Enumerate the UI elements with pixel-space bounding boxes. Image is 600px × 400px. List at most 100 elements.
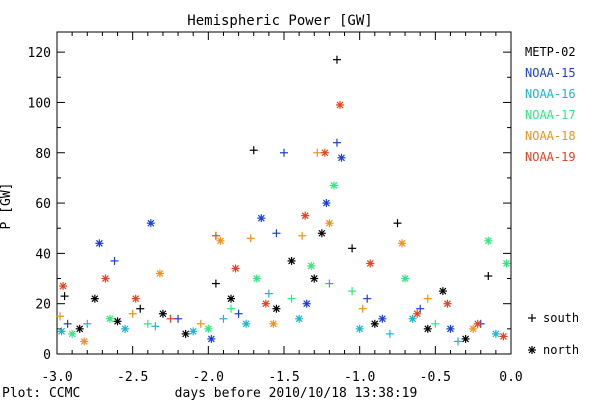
data-point-noaa-16-north [242, 319, 251, 328]
legend-entry-noaa-15: NOAA-15 [525, 66, 576, 80]
data-point-noaa-17-north [484, 236, 493, 245]
data-point-noaa-19-south [166, 314, 175, 323]
data-point-metp-02-north [158, 309, 167, 318]
data-point-noaa-18-south [298, 231, 307, 240]
legend-entry-metp-02: METP-02 [525, 45, 576, 59]
y-tick-label: 100 [28, 96, 51, 111]
marker-symbol-north [528, 346, 536, 354]
data-point-metp-02-north [181, 329, 190, 338]
data-point-metp-02-south [393, 219, 402, 228]
data-point-noaa-18-south [56, 312, 65, 321]
data-point-noaa-18-south [246, 234, 255, 243]
data-point-noaa-17-north [105, 314, 114, 323]
data-point-metp-02-south [484, 272, 493, 281]
data-point-noaa-16-north [491, 329, 500, 338]
data-point-noaa-17-north [307, 261, 316, 270]
data-point-noaa-18-south [313, 148, 322, 157]
data-point-noaa-19-south [211, 231, 220, 240]
data-point-noaa-18-north [398, 239, 407, 248]
data-point-noaa-16-north [189, 327, 198, 336]
y-tick-label: 0 [43, 348, 51, 363]
data-point-noaa-16-south [83, 319, 92, 328]
data-point-noaa-17-south [348, 287, 357, 296]
x-tick-label: 0.0 [499, 370, 522, 385]
data-points [56, 55, 511, 346]
data-point-noaa-15-north [337, 153, 346, 162]
data-point-noaa-18-south [128, 309, 137, 318]
x-tick-label: -0.5 [420, 370, 451, 385]
marker-legend: south north [528, 311, 579, 357]
data-point-noaa-16-south [385, 329, 394, 338]
y-tick-label: 60 [35, 197, 51, 212]
x-tick-label: -3.0 [41, 370, 72, 385]
x-tick-label: -2.5 [117, 370, 148, 385]
data-point-noaa-18-north [325, 219, 334, 228]
data-point-noaa-15-south [272, 229, 281, 238]
x-tick-label: -1.0 [344, 370, 375, 385]
data-point-noaa-16-south [454, 337, 463, 346]
data-point-noaa-16-north [57, 327, 66, 336]
data-point-metp-02-north [113, 317, 122, 326]
data-point-noaa-19-north [131, 294, 140, 303]
data-point-noaa-18-north [155, 269, 164, 278]
data-point-metp-02-north [423, 324, 432, 333]
data-point-noaa-18-north [216, 236, 225, 245]
data-point-noaa-15-north [146, 219, 155, 228]
data-point-noaa-19-north [101, 274, 110, 283]
chart-title: Hemispheric Power [GW] [187, 13, 372, 29]
data-point-noaa-19-north [499, 332, 508, 341]
data-point-noaa-19-north [473, 319, 482, 328]
data-point-noaa-18-south [358, 304, 367, 313]
data-point-noaa-15-north [302, 299, 311, 308]
data-point-noaa-16-south [219, 314, 228, 323]
data-point-noaa-15-north [322, 199, 331, 208]
plot-credit: Plot: CCMC [2, 386, 80, 400]
data-point-metp-02-north [227, 294, 236, 303]
data-point-noaa-16-north [355, 324, 364, 333]
data-point-metp-02-north [461, 334, 470, 343]
data-point-metp-02-south [211, 279, 220, 288]
data-point-noaa-19-north [335, 100, 344, 109]
legend: METP-02 NOAA-15 NOAA-16 NOAA-17 NOAA-18 NOAA-… [525, 45, 579, 357]
data-point-noaa-19-north [413, 309, 422, 318]
data-point-noaa-17-south [143, 319, 152, 328]
legend-entry-noaa-18: NOAA-18 [525, 129, 576, 143]
data-point-noaa-16-north [121, 324, 130, 333]
data-point-noaa-18-south [196, 319, 205, 328]
x-tick-label: -1.5 [268, 370, 299, 385]
data-point-noaa-16-south [325, 279, 334, 288]
legend-entry-noaa-16: NOAA-16 [525, 87, 576, 101]
data-point-noaa-15-north [446, 324, 455, 333]
data-point-noaa-17-north [401, 274, 410, 283]
data-point-noaa-17-south [431, 319, 440, 328]
data-point-metp-02-south [348, 244, 357, 253]
y-tick-label: 20 [35, 298, 51, 313]
y-tick-label: 40 [35, 247, 51, 262]
y-axis-label: P [GW] [0, 183, 14, 230]
data-point-noaa-17-north [329, 181, 338, 190]
data-point-noaa-15-south [363, 294, 372, 303]
data-point-noaa-18-north [80, 337, 89, 346]
y-tick-label: 120 [28, 46, 51, 61]
data-point-noaa-15-south [280, 148, 288, 157]
data-point-noaa-17-south [227, 304, 236, 313]
data-point-noaa-15-south [234, 309, 243, 318]
data-point-noaa-15-south [63, 319, 72, 328]
data-point-noaa-18-south [423, 294, 432, 303]
data-point-metp-02-north [370, 319, 379, 328]
data-point-noaa-16-north [295, 314, 304, 323]
data-point-noaa-19-north [231, 264, 240, 273]
x-tick-label: -2.0 [193, 370, 224, 385]
data-point-noaa-19-north [443, 299, 452, 308]
data-point-noaa-15-north [207, 334, 216, 343]
y-tick-label: 80 [35, 147, 51, 162]
plot-frame [56, 31, 512, 355]
data-point-noaa-17-north [502, 259, 511, 268]
data-point-noaa-17-north [204, 324, 213, 333]
x-axis-label: days before 2010/10/18 13:38:19 [175, 386, 418, 400]
data-point-noaa-15-south [110, 256, 119, 265]
data-point-metp-02-north [75, 324, 84, 333]
data-point-noaa-15-north [95, 239, 104, 248]
marker-symbol-south [528, 314, 536, 322]
